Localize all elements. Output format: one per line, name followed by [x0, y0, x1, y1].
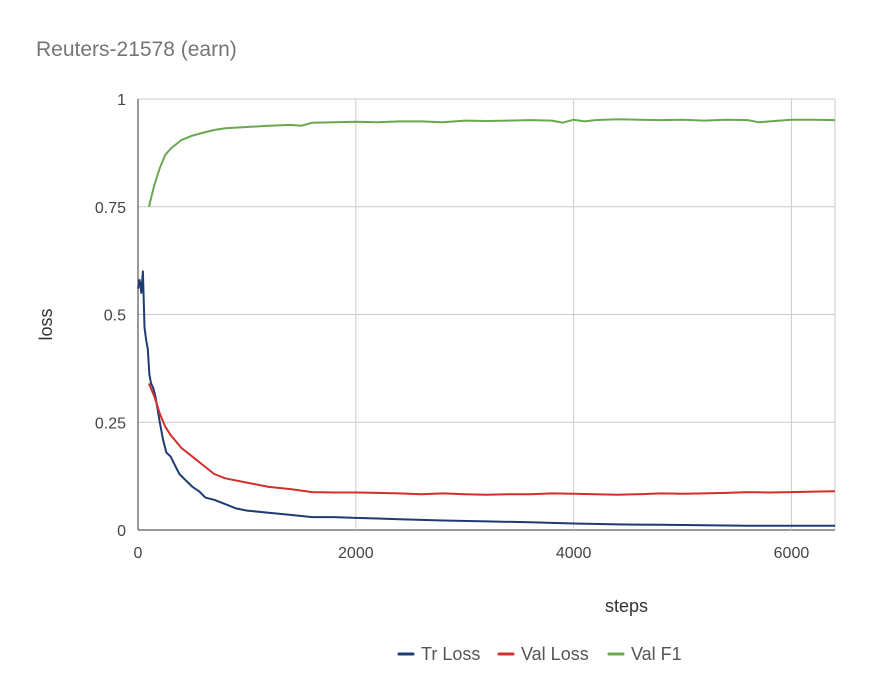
legend-label-val-loss: Val Loss — [521, 644, 589, 664]
y-tick-label: 0.5 — [104, 308, 126, 325]
y-tick-label: 0.25 — [95, 415, 126, 432]
legend-label-val-f1: Val F1 — [631, 644, 682, 664]
y-axis-label: loss — [36, 308, 56, 340]
series-line-val-f1 — [147, 118, 836, 208]
series-line-val-loss — [147, 383, 836, 496]
series-line-tr-loss — [137, 270, 835, 527]
y-tick-label: 0 — [117, 523, 126, 540]
y-tick-label: 0.75 — [95, 200, 126, 217]
legend-label-tr-loss: Tr Loss — [421, 644, 480, 664]
x-tick-label: 2000 — [338, 545, 374, 562]
chart-title: Reuters-21578 (earn) — [36, 38, 237, 61]
x-axis-label: steps — [605, 596, 648, 616]
x-tick-label: 0 — [134, 545, 143, 562]
x-tick-label: 4000 — [556, 545, 592, 562]
x-tick-label: 6000 — [774, 545, 810, 562]
y-tick-label: 1 — [117, 92, 126, 109]
